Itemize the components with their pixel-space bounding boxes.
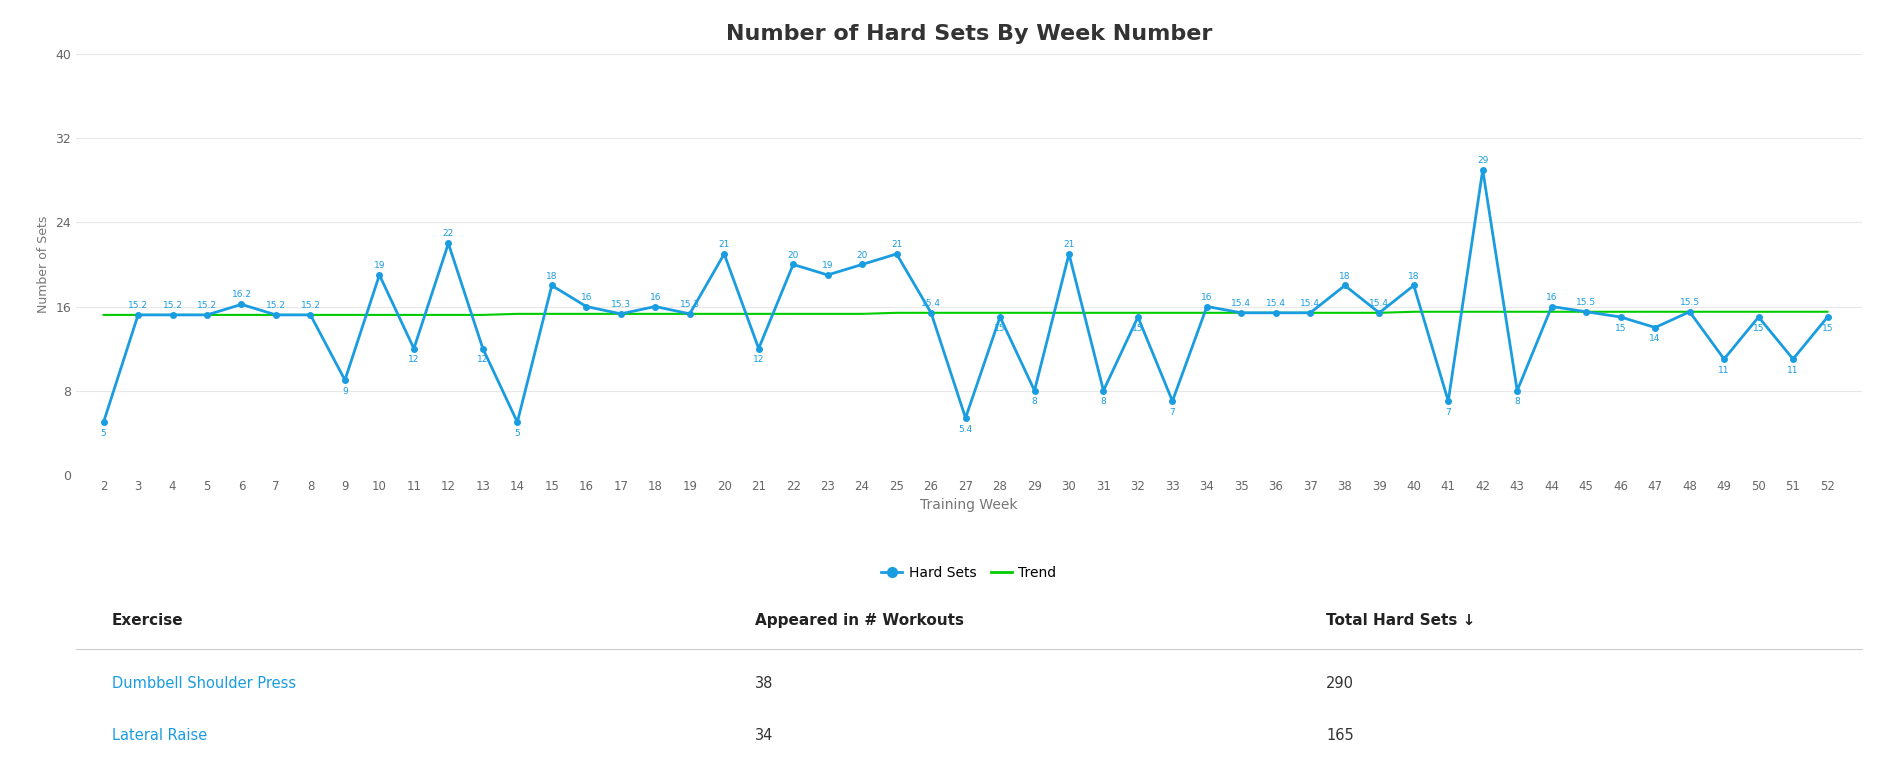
- Text: 16: 16: [650, 292, 661, 301]
- Text: 8: 8: [1032, 398, 1037, 406]
- Hard Sets: [1782, 354, 1805, 363]
- X-axis label: Training Week: Training Week: [920, 498, 1018, 512]
- Text: 8: 8: [1100, 398, 1106, 406]
- Line: Hard Sets: Hard Sets: [101, 167, 1830, 425]
- Trend: [610, 309, 633, 319]
- Text: 19: 19: [823, 261, 834, 270]
- Text: 15.4: 15.4: [1265, 299, 1286, 308]
- Text: 15: 15: [994, 324, 1005, 333]
- Trend: [1816, 307, 1839, 316]
- Text: 15.3: 15.3: [610, 300, 631, 309]
- Trend: [93, 310, 116, 319]
- Trend: [1782, 307, 1805, 316]
- Trend: [1229, 308, 1252, 318]
- Text: 15: 15: [1754, 324, 1765, 333]
- Text: Dumbbell Shoulder Press: Dumbbell Shoulder Press: [112, 676, 296, 691]
- Text: 16: 16: [581, 292, 593, 301]
- Text: 15.4: 15.4: [1370, 299, 1389, 308]
- Text: 16.2: 16.2: [232, 291, 251, 299]
- Hard Sets: [1334, 281, 1357, 290]
- Text: 15.2: 15.2: [127, 301, 148, 310]
- Text: 16: 16: [1547, 292, 1558, 301]
- Text: 165: 165: [1326, 728, 1355, 743]
- Text: 18: 18: [1340, 271, 1351, 281]
- Text: 11: 11: [1788, 366, 1799, 375]
- Text: 20: 20: [857, 250, 868, 260]
- Trend: [644, 309, 667, 319]
- Text: 14: 14: [1649, 334, 1661, 343]
- Text: 16: 16: [1201, 292, 1212, 301]
- Text: 18: 18: [545, 271, 557, 281]
- Text: 15.5: 15.5: [1680, 298, 1700, 307]
- Text: 15.2: 15.2: [300, 301, 321, 310]
- Text: 5.4: 5.4: [958, 425, 973, 434]
- Text: Total Hard Sets ↓: Total Hard Sets ↓: [1326, 612, 1476, 628]
- Text: 290: 290: [1326, 676, 1355, 691]
- Text: 38: 38: [754, 676, 773, 691]
- Text: 34: 34: [754, 728, 773, 743]
- Title: Number of Hard Sets By Week Number: Number of Hard Sets By Week Number: [726, 24, 1212, 44]
- Text: 12: 12: [752, 356, 764, 364]
- Text: 20: 20: [787, 250, 798, 260]
- Text: Exercise: Exercise: [112, 612, 182, 628]
- Text: 15.2: 15.2: [266, 301, 287, 310]
- Hard Sets: [610, 309, 633, 319]
- Text: 29: 29: [1476, 156, 1488, 165]
- Text: 15: 15: [1615, 324, 1626, 333]
- Trend: [1334, 308, 1357, 318]
- Text: 8: 8: [1514, 398, 1520, 406]
- Text: 15.5: 15.5: [1577, 298, 1596, 307]
- Trend: [471, 310, 494, 319]
- Hard Sets: [644, 301, 667, 311]
- Text: 15.2: 15.2: [198, 301, 217, 310]
- Text: 7: 7: [1170, 408, 1176, 417]
- Text: 9: 9: [342, 387, 348, 396]
- Hard Sets: [1229, 308, 1252, 318]
- Text: 21: 21: [1064, 240, 1075, 249]
- Text: Appeared in # Workouts: Appeared in # Workouts: [754, 612, 963, 628]
- Text: 12: 12: [477, 356, 488, 364]
- Text: 15: 15: [1822, 324, 1834, 333]
- Text: 15.4: 15.4: [1231, 299, 1252, 308]
- Hard Sets: [1471, 165, 1493, 174]
- Legend: Hard Sets, Trend: Hard Sets, Trend: [876, 560, 1062, 585]
- Text: 22: 22: [443, 229, 454, 239]
- Line: Trend: Trend: [104, 312, 1828, 315]
- Text: 5: 5: [101, 429, 106, 438]
- Text: 15.4: 15.4: [1300, 299, 1320, 308]
- Text: 18: 18: [1408, 271, 1419, 281]
- Text: 15: 15: [1132, 324, 1144, 333]
- Text: 15.2: 15.2: [163, 301, 182, 310]
- Hard Sets: [93, 418, 116, 427]
- Text: 7: 7: [1446, 408, 1452, 417]
- Text: 21: 21: [718, 240, 730, 249]
- Y-axis label: Number of Sets: Number of Sets: [36, 215, 49, 313]
- Text: 5: 5: [515, 429, 521, 438]
- Text: 11: 11: [1718, 366, 1729, 375]
- Text: 15.4: 15.4: [922, 299, 940, 308]
- Text: 21: 21: [891, 240, 902, 249]
- Hard Sets: [1816, 312, 1839, 322]
- Text: 19: 19: [374, 261, 386, 270]
- Trend: [1402, 307, 1425, 316]
- Text: Lateral Raise: Lateral Raise: [112, 728, 207, 743]
- Text: 15.3: 15.3: [680, 300, 699, 309]
- Text: 12: 12: [408, 356, 420, 364]
- Hard Sets: [471, 344, 494, 353]
